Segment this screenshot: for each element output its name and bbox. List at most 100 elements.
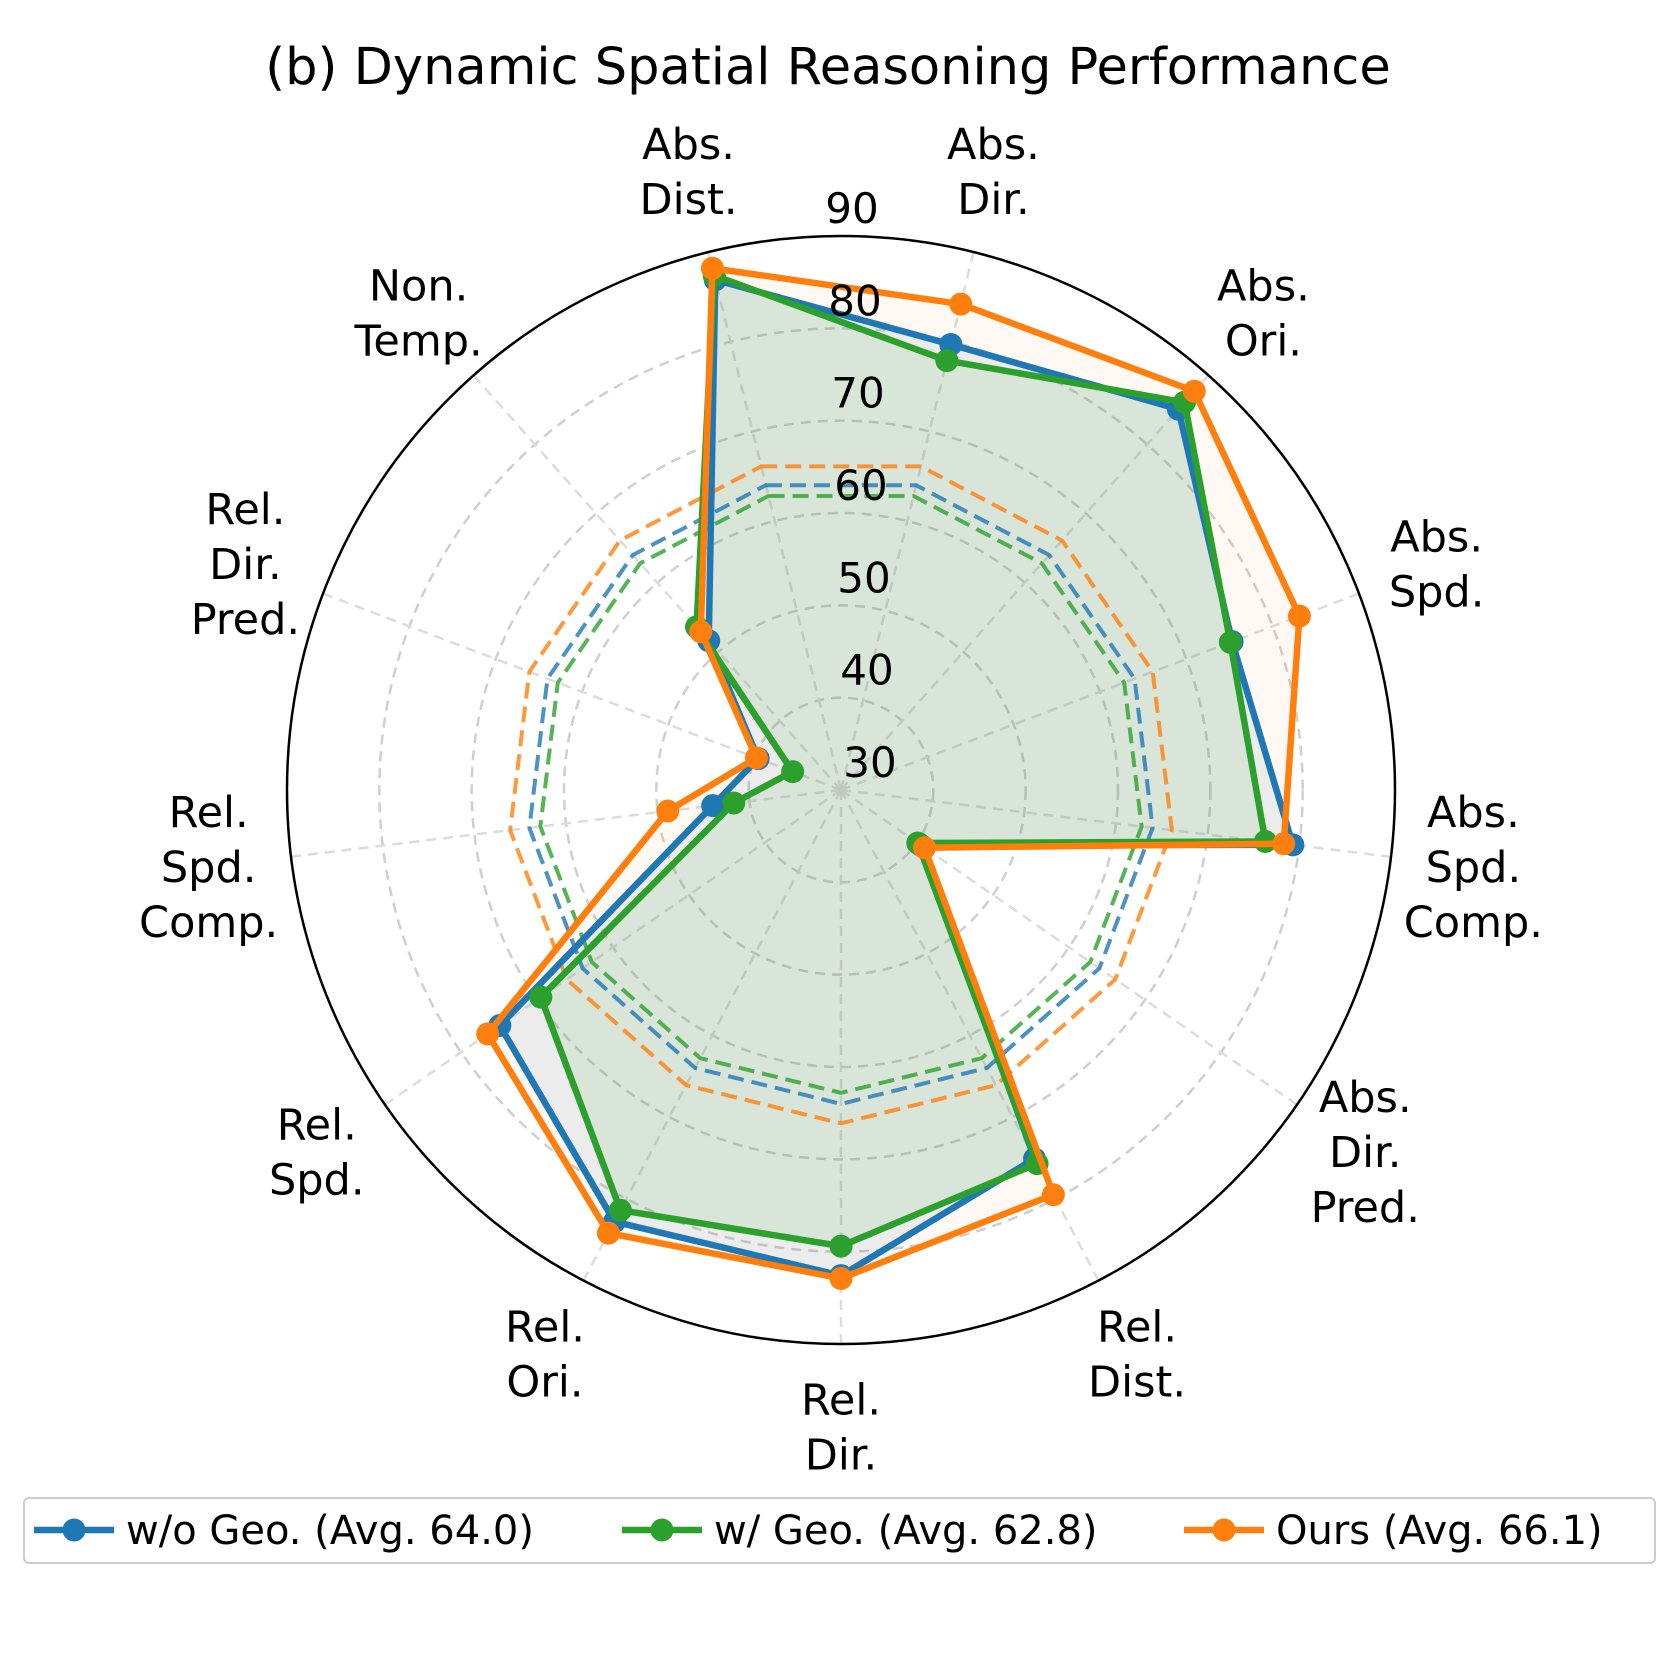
category-label-line: Pred. (1311, 1183, 1420, 1233)
category-label-line: Rel. (505, 1303, 585, 1353)
chart-title: (b) Dynamic Spatial Reasoning Performanc… (265, 38, 1390, 97)
category-label-line: Comp. (139, 898, 278, 948)
category-label-line: Non. (369, 262, 468, 312)
grid-spoke (707, 251, 843, 791)
radial-tick-label: 30 (843, 738, 896, 787)
category-label-line: Abs. (1427, 788, 1520, 838)
radial-tick-label: 80 (828, 276, 881, 325)
series-lines (476, 256, 1311, 1290)
average-line (538, 493, 1144, 1095)
category-label-line: Spd. (269, 1155, 365, 1205)
data-point (1287, 604, 1311, 628)
category-label: Abs. Spd. (1389, 513, 1485, 618)
category-label-line: Ori. (506, 1358, 583, 1408)
grid-spoke (840, 374, 1210, 791)
legend-marker (62, 1518, 86, 1542)
category-label-line: Spd. (161, 843, 257, 893)
data-point (744, 746, 768, 770)
radial-tick-label: 60 (834, 461, 887, 510)
legend-marker (650, 1518, 674, 1542)
category-labels: Abs. Dist.Abs. Dir.Abs. Ori.Abs. Spd.Abs. Spd… (139, 120, 1543, 1480)
radial-tick-label: 50 (837, 553, 890, 602)
series-fill (487, 268, 1300, 1279)
category-label: Rel. Spd. Comp. (139, 788, 278, 948)
data-point (781, 760, 805, 784)
category-label: Rel. Dist. (1088, 1303, 1186, 1408)
category-label-line: Rel. (205, 485, 285, 535)
data-point (829, 1266, 853, 1290)
data-point (700, 256, 724, 280)
category-label-line: Temp. (353, 317, 482, 367)
series-fills (487, 268, 1300, 1279)
category-label-line: Spd. (1426, 843, 1522, 893)
legend-label: w/o Geo. (Avg. 64.0) (126, 1508, 534, 1554)
series-fill (540, 275, 1266, 1247)
category-label-line: Abs. (1390, 513, 1483, 563)
category-label-line: Pred. (191, 595, 300, 645)
series-line (484, 264, 1303, 1282)
category-label-line: Abs. (1217, 262, 1310, 312)
grid-spoke (384, 788, 842, 1106)
data-point (656, 799, 680, 823)
grid-ring (378, 327, 1304, 1253)
category-label-line: Dist. (640, 175, 738, 225)
legend: w/o Geo. (Avg. 64.0) w/ Geo. (Avg. 62.8) O… (23, 1497, 1656, 1564)
data-point (722, 791, 746, 815)
category-label-line: Spd. (1389, 568, 1485, 618)
data-point (529, 985, 553, 1009)
data-point (1041, 1183, 1065, 1207)
category-label: Abs. Dir. (947, 120, 1040, 225)
category-label-line: Rel. (169, 788, 249, 838)
category-label-line: Rel. (277, 1100, 357, 1150)
category-label: Rel. Spd. (269, 1100, 365, 1205)
category-label: Abs. Ori. (1217, 262, 1310, 367)
outer-circle (285, 234, 1397, 1346)
category-label: Abs. Spd. Comp. (1404, 788, 1543, 948)
category-label: Abs. Dir. Pred. (1311, 1073, 1420, 1233)
category-label: Abs. Dist. (640, 120, 738, 225)
category-label-line: Dir. (805, 1431, 877, 1481)
grid-spoke (290, 788, 842, 859)
category-label-line: Dist. (1088, 1358, 1186, 1408)
radial-tick-labels: 30 40 50 60 70 80 90 (825, 184, 896, 787)
grid-spoke (472, 374, 842, 791)
data-point (935, 349, 959, 373)
category-label-line: Abs. (947, 120, 1040, 170)
data-point (476, 1022, 500, 1046)
category-label-line: Comp. (1404, 898, 1543, 948)
category-label-line: Rel. (801, 1376, 881, 1426)
category-label-line: Abs. (1319, 1073, 1412, 1123)
data-point (701, 794, 725, 818)
grid-ring (655, 604, 1027, 976)
category-label: Rel. Ori. (505, 1303, 585, 1408)
legend-marker (1212, 1518, 1236, 1542)
category-label: Rel. Dir. Pred. (191, 485, 300, 645)
series-fill (499, 279, 1293, 1276)
legend-label: Ours (Avg. 66.1) (1276, 1508, 1603, 1554)
grid-spoke (582, 789, 843, 1282)
average-lines (508, 464, 1174, 1126)
legend-frame (23, 1497, 1656, 1564)
legend-label: w/ Geo. (Avg. 62.8) (714, 1508, 1098, 1554)
category-label: Rel. Dir. (801, 1376, 881, 1481)
data-point (1218, 630, 1242, 654)
data-point (913, 836, 937, 860)
average-line (527, 483, 1155, 1106)
grid-ring (470, 419, 1212, 1161)
data-point (949, 292, 973, 316)
data-point (829, 1234, 853, 1258)
grid-spoke (840, 592, 1360, 792)
category-label-line: Dir. (209, 540, 281, 590)
category-label-line: Dir. (1329, 1128, 1401, 1178)
category-label-line: Ori. (1225, 317, 1302, 367)
data-point (689, 620, 713, 644)
radial-tick-label: 70 (831, 369, 884, 418)
radial-tick-label: 90 (825, 184, 878, 233)
data-point (596, 1221, 620, 1245)
average-line (508, 464, 1174, 1126)
category-label-line: Rel. (1097, 1303, 1177, 1353)
category-label: Non. Temp. (353, 262, 482, 367)
data-point (1272, 832, 1296, 856)
data-point (608, 1198, 632, 1222)
